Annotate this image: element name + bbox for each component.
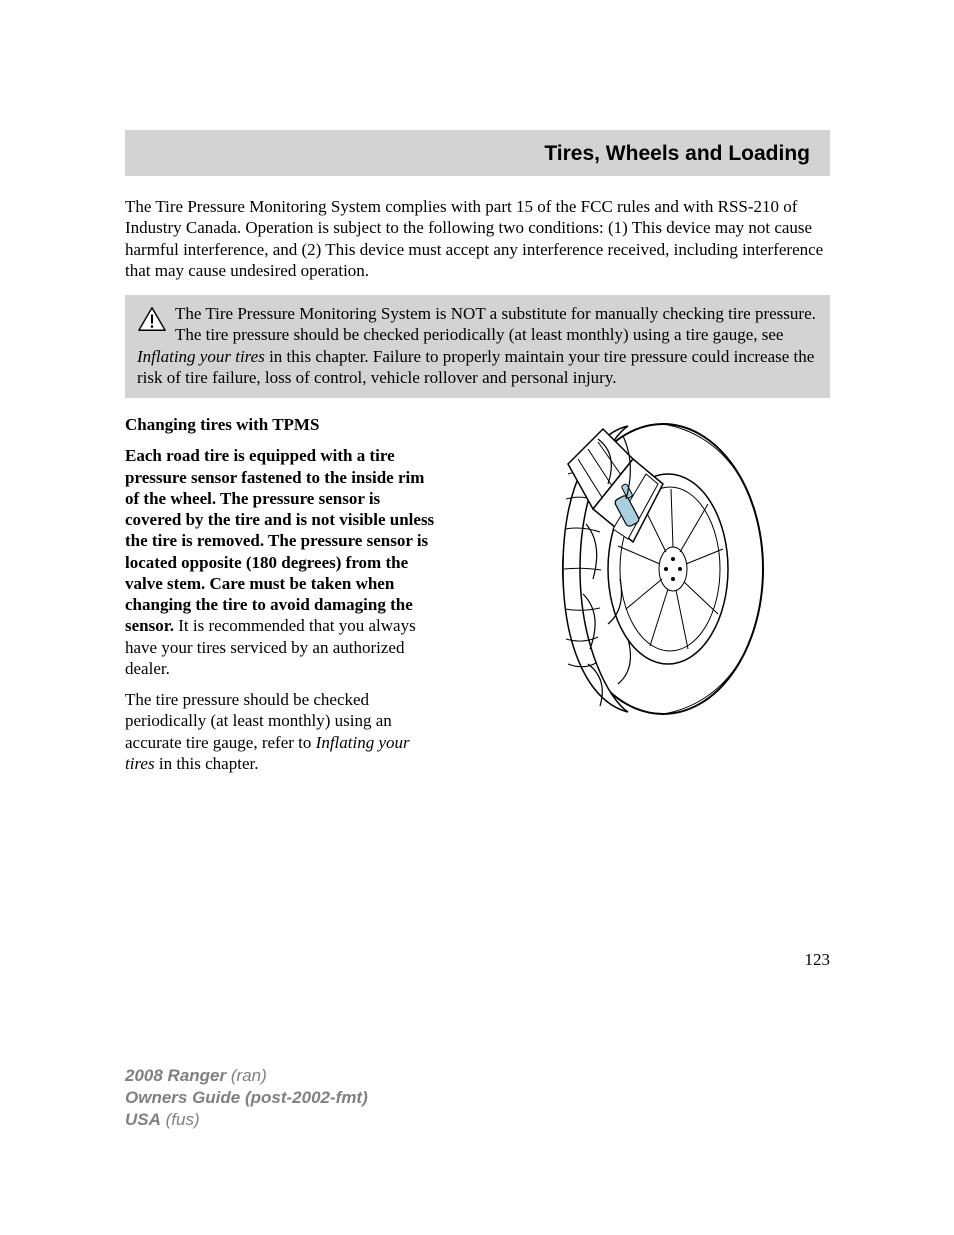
footer-line-1: 2008 Ranger (ran)	[125, 1065, 368, 1087]
warning-triangle-icon	[137, 305, 167, 333]
footer-model-code: (ran)	[226, 1066, 267, 1085]
warning-text-italic: Inflating your tires	[137, 347, 265, 366]
section-header-title: Tires, Wheels and Loading	[544, 142, 810, 165]
footer-model: 2008 Ranger	[125, 1066, 226, 1085]
footer-line-2: Owners Guide (post-2002-fmt)	[125, 1087, 368, 1109]
tpms-bold-text: Each road tire is equipped with a tire p…	[125, 446, 434, 635]
footer-block: 2008 Ranger (ran) Owners Guide (post-200…	[125, 1065, 368, 1131]
text-column: Changing tires with TPMS Each road tire …	[125, 414, 435, 784]
warning-callout: The Tire Pressure Monitoring System is N…	[125, 295, 830, 398]
footer-region: USA	[125, 1110, 161, 1129]
subheading: Changing tires with TPMS	[125, 414, 435, 435]
two-column-layout: Changing tires with TPMS Each road tire …	[125, 414, 830, 784]
page-content: Tires, Wheels and Loading The Tire Press…	[125, 130, 830, 784]
illustration-column	[455, 414, 830, 784]
footer-region-code: (fus)	[161, 1110, 200, 1129]
page-number: 123	[805, 950, 831, 970]
tpms-paragraph-1: Each road tire is equipped with a tire p…	[125, 445, 435, 679]
footer-line-3: USA (fus)	[125, 1109, 368, 1131]
intro-paragraph: The Tire Pressure Monitoring System comp…	[125, 196, 830, 281]
tpms-para2-post: in this chapter.	[155, 754, 259, 773]
tpms-paragraph-2: The tire pressure should be checked peri…	[125, 689, 435, 774]
section-header-bar: Tires, Wheels and Loading	[125, 130, 830, 176]
tire-cutaway-illustration	[508, 414, 778, 724]
warning-text-pre: The Tire Pressure Monitoring System is N…	[175, 304, 816, 344]
